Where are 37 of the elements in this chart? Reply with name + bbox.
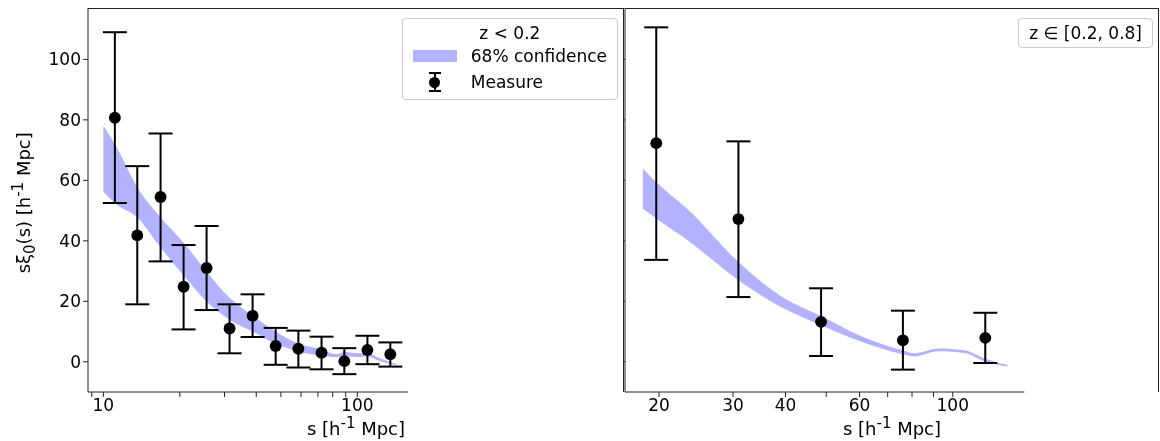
x-tick-label: 100 <box>936 395 969 416</box>
point <box>177 280 190 293</box>
y-tick-label: 40 <box>59 230 81 251</box>
point <box>246 309 259 322</box>
point <box>650 137 663 150</box>
point <box>338 355 351 368</box>
legend-title: z ∈ [0.2, 0.8] <box>1029 23 1142 43</box>
x-axis-title: s [h$^{-1}$ Mpc] <box>841 414 943 439</box>
point <box>200 262 213 274</box>
x-axis-title: s [h$^{-1}$ Mpc] <box>305 414 407 439</box>
x-tick-label: 30 <box>722 395 744 416</box>
point <box>131 229 144 242</box>
point <box>815 315 827 328</box>
y-tick-label: 0 <box>70 351 81 372</box>
point <box>269 340 282 352</box>
point <box>384 348 397 361</box>
x-tick-label: 10 <box>92 395 115 416</box>
point <box>154 191 167 203</box>
x-tick-label: 40 <box>774 395 797 416</box>
y-tick-label: 20 <box>59 291 81 312</box>
point <box>292 342 305 355</box>
legend-label: Measure <box>470 72 543 92</box>
point <box>979 331 992 344</box>
point <box>896 334 909 347</box>
point <box>361 344 374 356</box>
point <box>223 322 236 335</box>
point <box>315 346 328 359</box>
point <box>108 111 121 124</box>
y-tick-label: 100 <box>48 49 81 70</box>
x-tick-label: 20 <box>648 395 670 416</box>
x-tick-label: 60 <box>848 395 871 416</box>
legend-title: z < 0.2 <box>478 23 542 43</box>
x-tick-label: 100 <box>341 395 374 416</box>
point <box>732 213 745 225</box>
legend-label: 68% confidence <box>470 46 607 66</box>
y-tick-label: 80 <box>59 109 81 130</box>
y-tick-label: 60 <box>59 170 81 191</box>
